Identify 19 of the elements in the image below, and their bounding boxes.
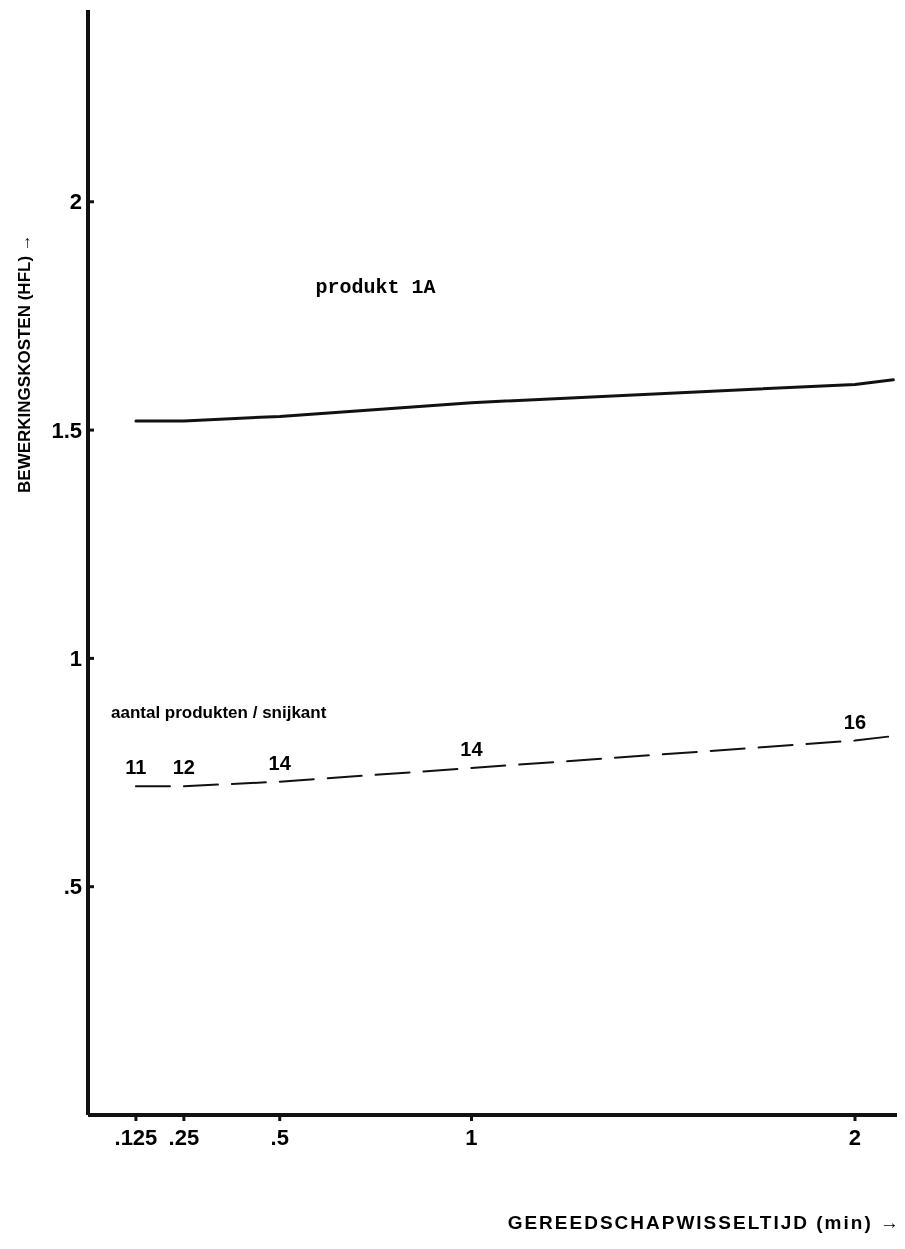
annotation: 14 xyxy=(460,737,484,760)
annotation: 12 xyxy=(172,756,195,779)
annotation: 14 xyxy=(268,751,292,774)
annotation: produkt 1A xyxy=(315,276,436,300)
y-tick-label: 1.5 xyxy=(51,417,82,443)
y-tick-label: .5 xyxy=(63,874,82,900)
x-tick-label: .5 xyxy=(270,1125,289,1150)
y-tick-label: 1 xyxy=(69,646,82,672)
y-tick-label: 2 xyxy=(69,189,82,215)
annotation: 16 xyxy=(843,710,867,733)
y-axis-title: BEWERKINGSKOSTEN (HFL) → xyxy=(15,234,34,493)
annotation: aantal produkten / snijkant xyxy=(111,702,327,722)
x-tick-label: 2 xyxy=(848,1125,862,1150)
x-axis-title: GEREEDSCHAPWISSELTIJD (min) → xyxy=(507,1212,901,1233)
x-tick-label: .125 xyxy=(114,1125,158,1150)
line-series xyxy=(134,378,895,423)
x-tick-label: 1 xyxy=(465,1125,478,1150)
annotation: 11 xyxy=(125,756,147,779)
x-tick-label: .25 xyxy=(168,1125,200,1150)
